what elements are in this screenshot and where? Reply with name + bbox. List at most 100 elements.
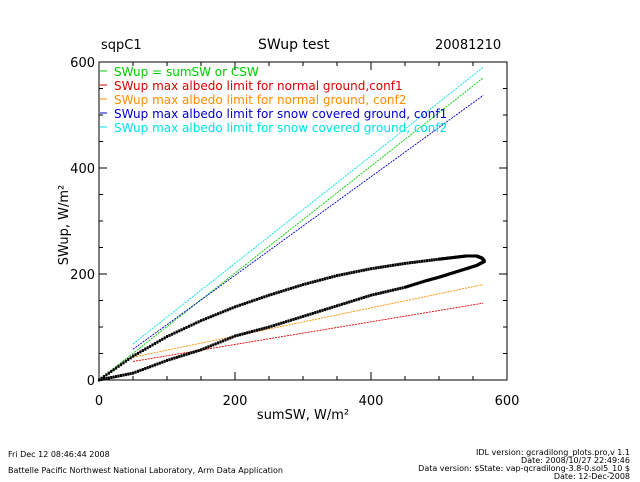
data-point-upper — [401, 262, 404, 266]
data-point-lower — [185, 352, 188, 356]
data-point-lower — [353, 299, 356, 302]
data-point-upper — [98, 378, 101, 382]
data-point-lower — [411, 283, 414, 287]
legend-label: SWup max albedo limit for snow covered g… — [114, 121, 447, 135]
data-point-lower — [326, 307, 329, 311]
data-point-upper — [149, 344, 152, 348]
data-point-lower — [338, 303, 341, 307]
data-point-upper — [372, 266, 375, 270]
data-point-lower — [323, 308, 327, 312]
data-point-upper — [221, 310, 225, 314]
data-point-upper — [345, 272, 348, 276]
data-point-lower — [166, 358, 169, 362]
data-point-upper — [151, 343, 154, 347]
data-point-lower — [173, 356, 176, 360]
data-point-lower — [299, 315, 302, 319]
data-point-upper — [285, 288, 288, 292]
data-point-upper — [102, 375, 106, 379]
data-point-lower — [260, 327, 263, 331]
data-point-upper — [302, 283, 305, 287]
series-line — [132, 302, 484, 362]
data-point-lower — [415, 282, 418, 286]
data-point-upper — [146, 346, 149, 350]
y-tick-label: 0 — [87, 374, 95, 389]
data-point-upper — [248, 300, 251, 304]
footer-organization: Battelle Pacific Northwest National Labo… — [8, 466, 283, 475]
data-point-upper — [115, 366, 118, 370]
data-point-lower — [314, 311, 317, 315]
data-point-lower — [372, 293, 375, 297]
data-point-upper — [377, 266, 380, 270]
site-label: sqpC1 — [101, 38, 142, 53]
y-tick-label: 400 — [70, 162, 95, 177]
data-point-lower — [309, 312, 312, 316]
data-point-lower — [253, 329, 256, 333]
data-point-lower — [379, 291, 382, 295]
data-point-upper — [110, 369, 113, 373]
data-point-upper — [411, 260, 414, 264]
data-point-lower — [200, 348, 203, 352]
data-point-upper — [173, 331, 176, 335]
data-point-lower — [409, 283, 413, 287]
data-point-lower — [302, 314, 305, 318]
chart-title-text: SWup test — [258, 37, 330, 53]
data-point-lower — [370, 293, 373, 297]
data-point-upper — [316, 279, 319, 283]
data-point-lower — [420, 280, 423, 284]
data-point-lower — [316, 310, 319, 314]
data-point-upper — [421, 259, 424, 263]
data-point-lower — [282, 320, 285, 324]
data-point-upper — [112, 368, 115, 372]
data-point-upper — [170, 332, 174, 336]
data-point-upper — [192, 322, 195, 326]
data-point-upper — [425, 259, 429, 263]
data-point-upper — [119, 363, 123, 367]
data-point-upper — [382, 265, 385, 269]
data-point-upper — [224, 309, 227, 313]
data-point-upper — [166, 335, 169, 339]
data-point-upper — [326, 276, 329, 280]
data-point-lower — [149, 365, 152, 369]
data-point-upper — [287, 287, 290, 291]
data-point-lower — [214, 342, 217, 346]
data-point-upper — [282, 289, 285, 293]
data-point-lower — [365, 295, 368, 299]
data-point-upper — [258, 297, 261, 301]
data-point-upper — [328, 276, 331, 280]
data-point-upper — [321, 277, 324, 281]
data-point-upper — [355, 270, 358, 274]
data-point-lower — [207, 345, 210, 349]
data-point-lower — [132, 371, 135, 375]
data-point-upper — [161, 337, 164, 341]
data-point-upper — [319, 278, 322, 282]
legend-label: SWup max albedo limit for snow covered g… — [114, 107, 447, 121]
data-point-upper — [389, 264, 392, 268]
data-point-upper — [277, 290, 280, 294]
data-point-upper — [187, 324, 191, 328]
data-point-upper — [435, 257, 438, 261]
data-point-lower — [360, 296, 363, 300]
data-point-upper — [265, 294, 268, 298]
data-point-lower — [424, 279, 427, 283]
data-point-upper — [190, 323, 193, 327]
data-point-upper — [340, 273, 344, 277]
data-point-upper — [297, 284, 300, 288]
data-point-upper — [306, 281, 310, 285]
data-point-upper — [217, 312, 220, 316]
data-point-lower — [248, 330, 251, 334]
data-point-lower — [129, 372, 132, 376]
data-point-lower — [105, 377, 108, 381]
x-axis-label: sumSW, W/m² — [257, 408, 349, 423]
data-point-lower — [117, 374, 120, 378]
data-point-lower — [399, 286, 402, 290]
data-point-upper — [238, 303, 242, 307]
data-point-upper — [195, 321, 198, 325]
date-label: 20081210 — [435, 38, 502, 53]
data-point-upper — [185, 325, 188, 329]
data-point-lower — [357, 297, 361, 301]
data-point-lower — [202, 347, 205, 351]
data-point-lower — [112, 375, 115, 379]
data-point-upper — [214, 313, 217, 317]
data-point-upper — [234, 305, 237, 309]
